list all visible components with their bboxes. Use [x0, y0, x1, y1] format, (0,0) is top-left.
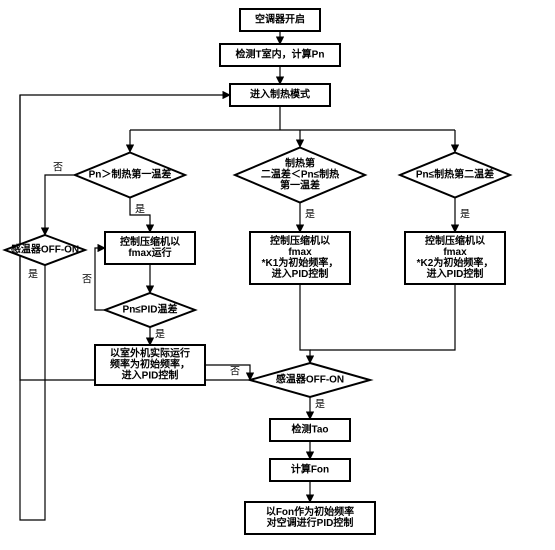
flowchart-canvas: 否是是是是否是否是空调器开启检测T室内，计算Pn进入制热模式Pn＞制热第一温差制…	[0, 0, 555, 550]
node-label: 检测Tao	[291, 423, 328, 436]
edge-label: 是	[135, 204, 145, 216]
node-label: 二温差＜Pn≤制热	[261, 168, 339, 181]
node-label: 第一温差	[280, 179, 320, 192]
node-label: 进入制热模式	[250, 88, 310, 101]
node-label: 感温器OFF-ON	[11, 243, 79, 256]
node-label: 控制压缩机以	[270, 234, 330, 247]
node-label: 频率为初始频率，	[110, 358, 190, 371]
edge-label: 否	[82, 274, 92, 286]
node-n10: 以Fon作为初始频率对空调进行PID控制	[245, 502, 375, 534]
node-d6: 感温器OFF-ON	[250, 363, 370, 397]
node-label: 进入PID控制	[272, 267, 329, 280]
node-label: 进入PID控制	[427, 267, 484, 280]
node-label: Pn≤PID温差	[123, 303, 178, 316]
node-d5: Pn≤PID温差	[105, 293, 195, 327]
edge-label: 否	[230, 366, 240, 378]
edge-label: 是	[460, 209, 470, 221]
node-d4: 感温器OFF-ON	[5, 235, 85, 265]
node-n8: 检测Tao	[270, 419, 350, 441]
node-label: *K1为初始频率，	[262, 256, 339, 269]
edge	[45, 175, 75, 235]
node-d3: Pn≤制热第二温差	[400, 153, 510, 198]
edge	[310, 284, 455, 350]
edge-label: 是	[155, 329, 165, 341]
node-n5: 控制压缩机以fmax*K1为初始频率，进入PID控制	[250, 232, 350, 284]
node-label: 控制压缩机以	[425, 234, 485, 247]
node-label: *K2为初始频率，	[417, 256, 494, 269]
node-n2: 检测T室内，计算Pn	[220, 44, 340, 66]
node-n6: 控制压缩机以fmax*K2为初始频率，进入PID控制	[405, 232, 505, 284]
node-d2: 制热第二温差＜Pn≤制热第一温差	[235, 148, 365, 203]
node-label: 对空调进行PID控制	[267, 516, 354, 529]
node-d1: Pn＞制热第一温差	[75, 153, 185, 198]
node-label: 以室外机实际运行	[110, 347, 190, 360]
node-label: Pn＞制热第一温差	[89, 168, 172, 181]
edge-label: 是	[305, 209, 315, 221]
node-label: 以Fon作为初始频率	[266, 505, 354, 518]
node-label: 制热第	[285, 157, 315, 170]
edge-label: 是	[315, 399, 325, 411]
edge	[300, 284, 310, 363]
edge-label: 是	[28, 269, 38, 281]
node-label: 感温器OFF-ON	[276, 373, 344, 386]
node-label: 计算Fon	[291, 463, 329, 476]
node-label: 控制压缩机以	[120, 235, 180, 248]
edge	[95, 248, 105, 310]
node-n9: 计算Fon	[270, 459, 350, 481]
node-label: fmax	[443, 247, 467, 258]
edge	[205, 365, 250, 380]
edge-label: 否	[53, 162, 63, 174]
node-label: fmax	[288, 247, 312, 258]
node-label: 进入PID控制	[122, 369, 179, 382]
node-n1: 空调器开启	[240, 9, 320, 31]
node-label: Pn≤制热第二温差	[416, 168, 494, 181]
node-label: fmax运行	[128, 246, 171, 259]
node-n7: 以室外机实际运行频率为初始频率，进入PID控制	[95, 345, 205, 385]
node-label: 检测T室内，计算Pn	[236, 48, 325, 61]
node-n4: 控制压缩机以fmax运行	[105, 232, 195, 264]
node-n3: 进入制热模式	[230, 84, 330, 106]
node-label: 空调器开启	[255, 13, 305, 26]
